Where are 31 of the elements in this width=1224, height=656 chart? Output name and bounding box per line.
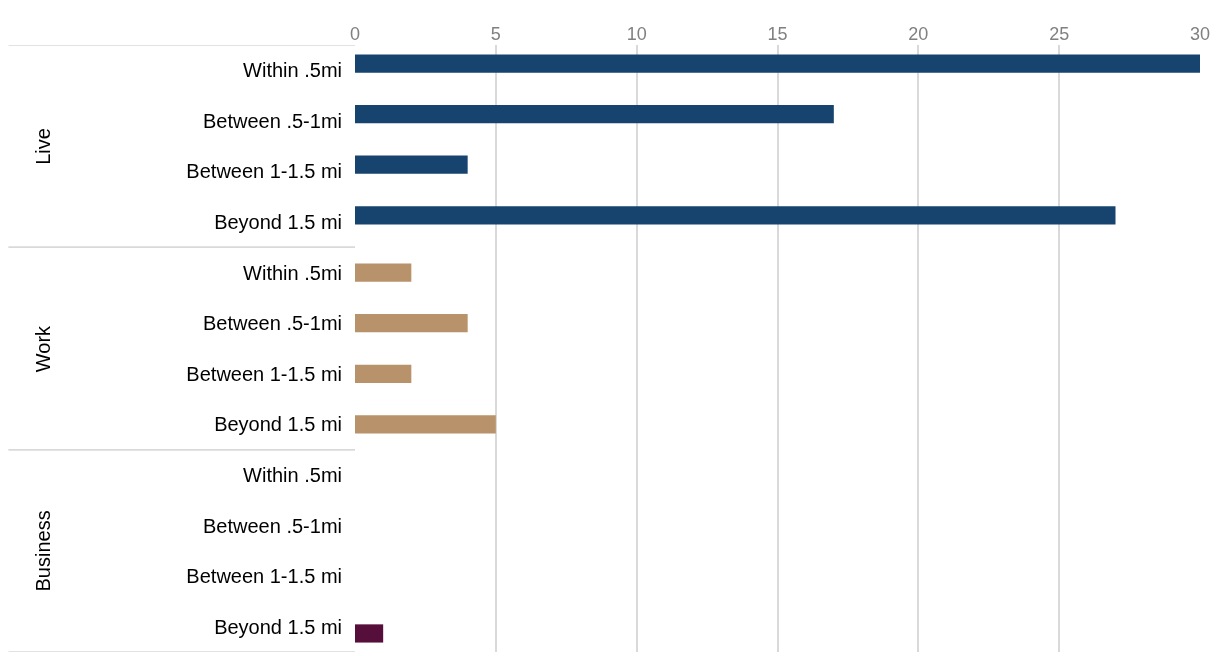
text: Work xyxy=(32,324,55,373)
y-tick-label: Between 1-1.5 mi xyxy=(186,565,342,588)
y-tick-label: Within .5mi xyxy=(243,463,342,486)
bar xyxy=(355,364,412,383)
x-tick-label: 20 xyxy=(908,24,929,45)
y-tick-label: Between .5-1mi xyxy=(203,312,342,335)
y-tick-label: Beyond 1.5 mi xyxy=(214,615,342,638)
y-tick-label: Within .5mi xyxy=(243,59,342,82)
bar xyxy=(355,263,412,282)
y-tick-label: Between .5-1mi xyxy=(203,109,342,132)
y-tick-label: Beyond 1.5 mi xyxy=(214,413,342,436)
bar xyxy=(355,206,1116,225)
bar xyxy=(355,314,468,333)
x-tick-label: 30 xyxy=(1189,24,1211,45)
bar xyxy=(355,155,468,174)
x-tick-label: 15 xyxy=(767,24,788,45)
y-tick-label: Between .5-1mi xyxy=(203,514,342,537)
bar xyxy=(355,54,1200,73)
x-tick-label: 25 xyxy=(1049,24,1070,45)
text: Live xyxy=(31,128,54,165)
bar xyxy=(355,415,496,434)
y-tick-label: Beyond 1.5 mi xyxy=(214,211,342,234)
y-tick-label: Within .5mi xyxy=(243,261,342,284)
y-tick-label: Between 1-1.5 mi xyxy=(186,362,342,385)
x-tick-label: 10 xyxy=(626,24,647,45)
y-tick-label: Between 1-1.5 mi xyxy=(186,160,342,183)
x-tick-label: 0 xyxy=(349,24,361,45)
bar xyxy=(355,624,384,643)
bar xyxy=(355,105,834,124)
x-tick-label: 5 xyxy=(490,24,501,45)
text: Business xyxy=(31,510,54,592)
